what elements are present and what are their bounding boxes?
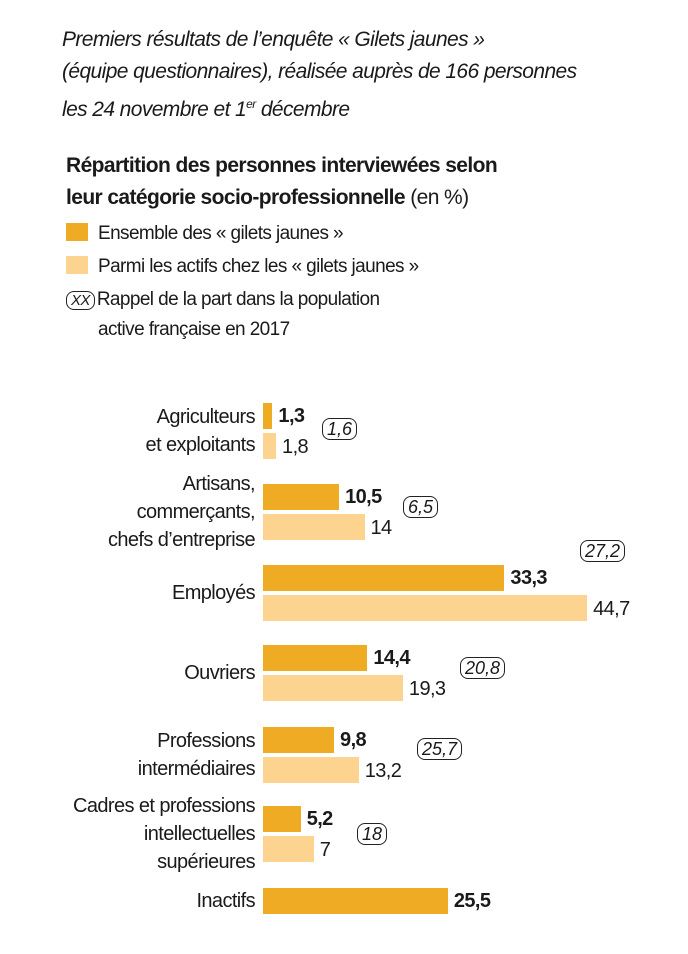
legend-swatch	[66, 256, 88, 274]
intro-line-3: les 24 novembre et 1er décembre	[62, 97, 350, 121]
reference-value: 6,5	[403, 496, 439, 518]
value-label-all: 5,2	[306, 808, 334, 830]
value-label-all: 25,5	[453, 890, 491, 912]
category-label: Cadres et professions intellectuelles supé…	[73, 795, 256, 873]
reference-value: 18	[357, 823, 388, 845]
value-label-all: 33,3	[510, 567, 547, 589]
legend-series1: Ensemble des « gilets jaunes »	[66, 219, 344, 249]
value-label-all: 10,5	[345, 486, 382, 508]
reference-value: 27,2	[580, 540, 626, 562]
bar-all	[263, 645, 368, 671]
legend-swatch	[66, 223, 88, 241]
value-label-all: 9,8	[340, 729, 367, 751]
bar-actifs	[263, 595, 588, 621]
intro-text: Premiers résultats de l’enquête « Gilets…	[62, 24, 577, 126]
value-label-actifs: 1,8	[282, 436, 309, 458]
reference-value: 25,7	[417, 738, 463, 760]
value-label-actifs: 13,2	[364, 760, 402, 782]
bar-all	[263, 727, 335, 753]
chart-title: Répartition des personnes interviewées s…	[66, 154, 498, 209]
bar-actifs	[263, 675, 403, 701]
category-label: Employés	[171, 582, 256, 604]
bar-all	[263, 806, 301, 832]
value-label-actifs: 14	[370, 517, 393, 539]
category-label: Artisans, commerçants, chefs d’entreprise	[107, 473, 256, 551]
bar-actifs	[263, 514, 365, 540]
value-label-actifs: 44,7	[593, 598, 630, 620]
bar-all	[263, 403, 273, 429]
bar-actifs	[263, 757, 359, 783]
category-label: Agriculteurs et exploitants	[145, 406, 256, 456]
bar-actifs	[263, 433, 277, 459]
value-label-actifs: 7	[319, 839, 331, 861]
category-label: Professions intermédiaires	[137, 730, 256, 780]
legend-series2: Parmi les actifs chez les « gilets jaune…	[66, 252, 419, 282]
intro-line-1: Premiers résultats de l’enquête « Gilets…	[62, 28, 485, 51]
value-label-all: 1,3	[278, 405, 305, 427]
value-label-all: 14,4	[373, 647, 410, 669]
reference-value: 20,8	[460, 657, 506, 679]
category-label: Ouvriers	[184, 662, 255, 684]
intro-line-2: (équipe questionnaires), réalisée auprès…	[62, 60, 577, 83]
bar-actifs	[263, 836, 314, 862]
legend-ref: XX Rappel de la part dans la population ac…	[66, 285, 380, 345]
value-label-actifs: 19,3	[408, 678, 446, 700]
category-label: Inactifs	[196, 890, 255, 912]
bar-all	[263, 888, 448, 914]
unit: (en %)	[410, 186, 469, 209]
bar-all	[263, 565, 505, 591]
reference-value: 1,6	[322, 418, 358, 440]
bar-all	[263, 484, 340, 510]
